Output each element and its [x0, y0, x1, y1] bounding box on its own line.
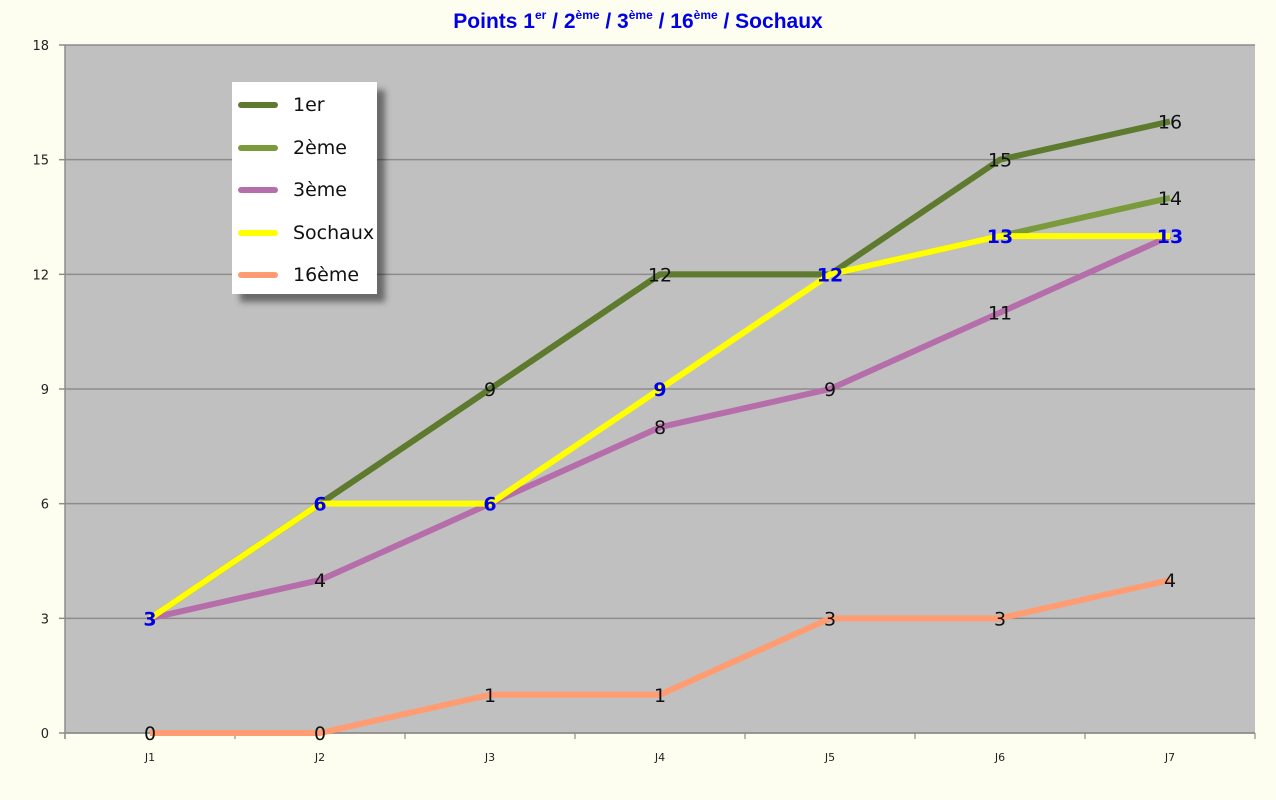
y-tick-label: 18 — [32, 39, 49, 54]
y-tick-label: 3 — [41, 612, 49, 627]
series-line-3ème — [149, 233, 1172, 622]
data-label: 13 — [987, 226, 1013, 248]
data-label: 6 — [483, 494, 496, 516]
data-label: 9 — [824, 379, 836, 401]
x-tick-label: J6 — [994, 751, 1005, 764]
data-label: 8 — [654, 417, 666, 439]
x-tick-label: J4 — [654, 751, 665, 764]
legend-swatch — [238, 187, 278, 193]
y-tick-label: 12 — [32, 268, 49, 283]
data-label: 3 — [994, 608, 1006, 630]
data-label: 4 — [1164, 570, 1176, 592]
data-label: 1 — [654, 685, 666, 707]
legend-item: Sochaux — [238, 218, 374, 248]
x-tick-label: J7 — [1164, 751, 1175, 764]
data-label: 9 — [653, 379, 666, 401]
chart-title: Points 1er / 2ème / 3ème / 16ème / Socha… — [0, 8, 1276, 34]
legend-swatch — [238, 102, 278, 108]
data-label: 12 — [648, 264, 672, 286]
data-label: 0 — [144, 723, 156, 745]
data-label: 15 — [988, 150, 1012, 172]
data-label: 12 — [817, 264, 843, 286]
data-label: 9 — [484, 379, 496, 401]
legend-label: 2ème — [293, 136, 347, 159]
data-label: 16 — [1158, 111, 1182, 133]
x-tick-label: J1 — [144, 751, 155, 764]
title-text: / 2 — [546, 10, 576, 33]
data-label: 3 — [824, 608, 836, 630]
data-label: 1 — [484, 685, 496, 707]
legend-swatch — [238, 272, 278, 278]
x-tick-label: J5 — [824, 751, 835, 764]
legend-swatch — [238, 144, 278, 151]
title-text: / 3 — [599, 10, 629, 33]
legend-label: 1er — [293, 94, 325, 116]
data-label: 0 — [314, 723, 326, 745]
title-text: / 16 — [652, 10, 694, 33]
legend-label: 16ème — [293, 264, 360, 286]
series-line-Sochaux — [148, 233, 1170, 621]
data-label: 4 — [314, 570, 326, 592]
legend: 1er 2ème 3ème Sochaux 16ème — [232, 82, 377, 294]
y-tick-label: 6 — [41, 498, 49, 513]
title-superscript: er — [534, 8, 547, 22]
legend-swatch — [238, 229, 278, 236]
x-tick-label: J3 — [484, 751, 495, 764]
series-line-16ème — [150, 577, 1171, 736]
title-text: / Sochaux — [717, 10, 823, 33]
title-superscript: ème — [575, 8, 600, 22]
data-label: 6 — [313, 494, 326, 516]
title-superscript: ème — [628, 8, 653, 22]
y-tick-label: 15 — [32, 154, 49, 169]
x-tick-label: J2 — [314, 751, 325, 764]
legend-label: 3ème — [293, 179, 347, 201]
title-text: Points 1 — [453, 10, 535, 33]
legend-item: 1er — [238, 90, 325, 120]
legend-item: 16ème — [238, 260, 359, 290]
legend-item: 2ème — [238, 133, 347, 163]
y-tick-label: 9 — [41, 383, 49, 398]
data-label: 13 — [1157, 226, 1183, 248]
data-label: 14 — [1158, 188, 1182, 210]
legend-item: 3ème — [238, 175, 347, 205]
series-lines — [148, 118, 1172, 736]
data-label: 11 — [988, 303, 1012, 325]
title-superscript: ème — [693, 8, 718, 22]
y-tick-label: 0 — [41, 727, 49, 742]
legend-label: Sochaux — [293, 221, 375, 244]
data-label: 3 — [143, 608, 156, 630]
